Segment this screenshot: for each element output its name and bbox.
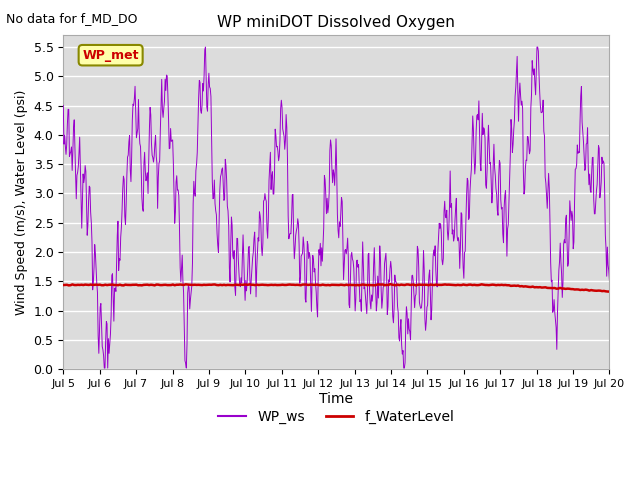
Text: No data for f_MD_DO: No data for f_MD_DO (6, 12, 138, 25)
Text: WP_met: WP_met (83, 48, 139, 62)
Y-axis label: Wind Speed (m/s), Water Level (psi): Wind Speed (m/s), Water Level (psi) (15, 90, 28, 315)
Legend: WP_ws, f_WaterLevel: WP_ws, f_WaterLevel (212, 404, 460, 429)
X-axis label: Time: Time (319, 392, 353, 406)
Title: WP miniDOT Dissolved Oxygen: WP miniDOT Dissolved Oxygen (218, 15, 455, 30)
